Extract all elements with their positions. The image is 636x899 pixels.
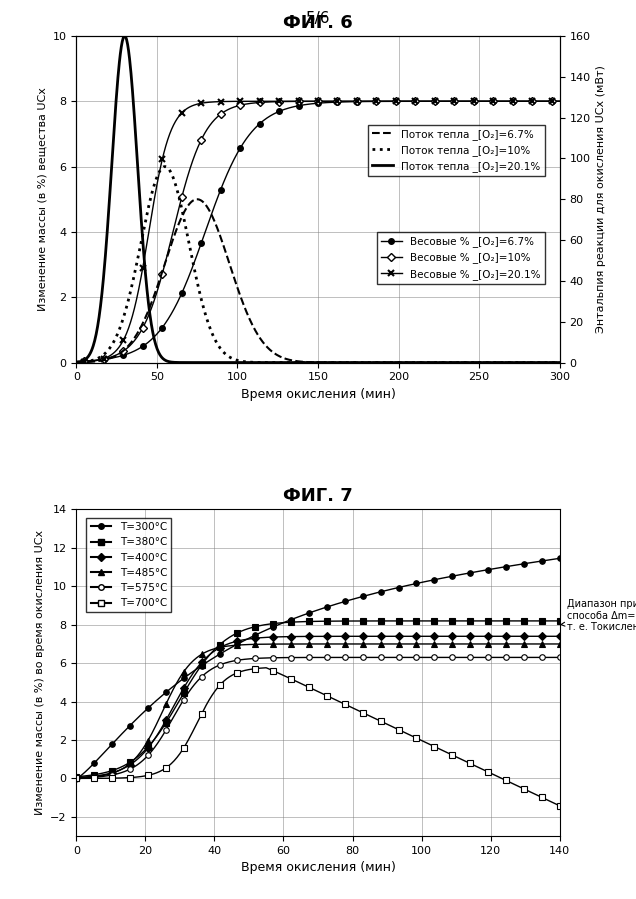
Title: ФИГ. 6: ФИГ. 6 xyxy=(283,13,353,31)
Title: ФИГ. 7: ФИГ. 7 xyxy=(283,487,353,505)
X-axis label: Время окисления (мин): Время окисления (мин) xyxy=(240,861,396,875)
Legend: T=300°C, T=380°C, T=400°C, T=485°C, T=575°C, T=700°C: T=300°C, T=380°C, T=400°C, T=485°C, T=57… xyxy=(86,518,171,612)
Text: 5/6: 5/6 xyxy=(306,11,330,26)
Text: Диапазон применения
способа Δm=(6; 8)%,
т. е. Tокисления = (380; 550)°C: Диапазон применения способа Δm=(6; 8)%, … xyxy=(561,599,636,632)
X-axis label: Время окисления (мин): Время окисления (мин) xyxy=(240,387,396,401)
Y-axis label: Энтальпия реакции для окисления UCx (мВт): Энтальпия реакции для окисления UCx (мВт… xyxy=(596,66,606,334)
Y-axis label: Изменение массы (в %) вещества UCx: Изменение массы (в %) вещества UCx xyxy=(37,87,47,311)
Y-axis label: Изменение массы (в %) во время окисления UCx: Изменение массы (в %) во время окисления… xyxy=(34,530,45,815)
Legend: Весовые % _[O₂]=6.7%, Весовые % _[O₂]=10%, Весовые % _[O₂]=20.1%: Весовые % _[O₂]=6.7%, Весовые % _[O₂]=10… xyxy=(377,232,545,284)
